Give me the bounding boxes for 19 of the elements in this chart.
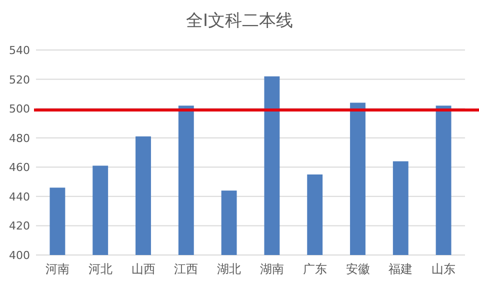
x-tick-label: 安徽 <box>346 262 370 276</box>
x-tick-label: 江西 <box>174 262 198 276</box>
y-tick-label: 400 <box>9 249 30 262</box>
x-tick-label: 福建 <box>388 262 413 276</box>
y-tick-label: 480 <box>9 132 30 145</box>
y-tick-label: 520 <box>9 73 30 86</box>
y-tick-label: 460 <box>9 161 30 174</box>
x-tick-label: 河南 <box>45 262 70 276</box>
y-tick-label: 440 <box>9 190 30 204</box>
x-tick-label: 湖南 <box>260 262 284 276</box>
x-tick-label: 山东 <box>432 262 456 276</box>
y-tick-label: 540 <box>9 44 30 57</box>
x-tick-label: 河北 <box>88 262 112 276</box>
y-tick-label: 420 <box>9 220 30 233</box>
y-tick-label: 500 <box>9 102 30 116</box>
x-tick-label: 湖北 <box>217 262 242 276</box>
x-tick-label: 广东 <box>302 262 327 276</box>
chart-title: 全Ⅰ文科二本线 <box>186 11 294 31</box>
x-tick-label: 山西 <box>131 262 156 276</box>
